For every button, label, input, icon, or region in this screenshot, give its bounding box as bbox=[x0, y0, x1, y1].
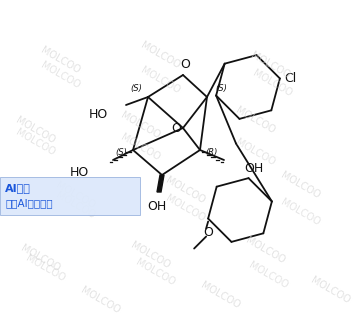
Text: MOLCOO: MOLCOO bbox=[39, 60, 81, 90]
Text: (S): (S) bbox=[115, 148, 127, 156]
Text: O: O bbox=[203, 226, 213, 239]
Text: MOLCOO: MOLCOO bbox=[234, 105, 276, 135]
Text: MOLCOO: MOLCOO bbox=[279, 197, 321, 227]
Text: O: O bbox=[180, 58, 190, 71]
Text: MOLCOO: MOLCOO bbox=[139, 65, 181, 95]
Text: HO: HO bbox=[89, 108, 108, 122]
Text: MOLCOO: MOLCOO bbox=[39, 45, 81, 75]
Text: O: O bbox=[171, 122, 181, 134]
Text: MOLCOO: MOLCOO bbox=[13, 115, 56, 145]
Text: MOLCOO: MOLCOO bbox=[79, 285, 121, 315]
Text: MOLCOO: MOLCOO bbox=[19, 243, 61, 273]
Text: MOLCOO: MOLCOO bbox=[251, 68, 293, 98]
Text: MOLCOO: MOLCOO bbox=[139, 40, 181, 70]
Text: MOLCOO: MOLCOO bbox=[279, 170, 321, 200]
Text: MOLCOO: MOLCOO bbox=[53, 180, 96, 210]
Text: MOLCOO: MOLCOO bbox=[119, 132, 161, 162]
Text: MOLCOO: MOLCOO bbox=[164, 175, 206, 205]
Text: MOLCOO: MOLCOO bbox=[247, 260, 289, 290]
Text: (S): (S) bbox=[130, 84, 142, 93]
Text: MOLCOO: MOLCOO bbox=[234, 137, 276, 167]
Text: (S): (S) bbox=[215, 84, 227, 93]
Text: OH: OH bbox=[147, 200, 167, 213]
Text: MOLCOO: MOLCOO bbox=[164, 193, 206, 223]
Text: MOLCOO: MOLCOO bbox=[249, 50, 291, 80]
Text: 发现AI好用工具: 发现AI好用工具 bbox=[5, 198, 53, 208]
Text: Cl: Cl bbox=[284, 72, 296, 85]
Text: OH: OH bbox=[244, 162, 263, 174]
Text: MOLCOO: MOLCOO bbox=[13, 127, 56, 157]
Text: MOLCOO: MOLCOO bbox=[129, 240, 171, 270]
Text: (R): (R) bbox=[206, 148, 218, 156]
Polygon shape bbox=[157, 175, 164, 192]
Text: MOLCOO: MOLCOO bbox=[133, 257, 176, 287]
Text: MOLCOO: MOLCOO bbox=[199, 280, 241, 310]
Text: MOLCOO: MOLCOO bbox=[53, 190, 96, 220]
Text: MOLCOO: MOLCOO bbox=[309, 275, 352, 305]
FancyBboxPatch shape bbox=[0, 177, 140, 215]
Text: MOLCOO: MOLCOO bbox=[24, 253, 67, 283]
Text: MOLCOO: MOLCOO bbox=[244, 235, 286, 265]
Text: AI甄选: AI甄选 bbox=[5, 183, 31, 193]
Text: MOLCOO: MOLCOO bbox=[119, 110, 161, 140]
Text: HO: HO bbox=[70, 165, 89, 179]
